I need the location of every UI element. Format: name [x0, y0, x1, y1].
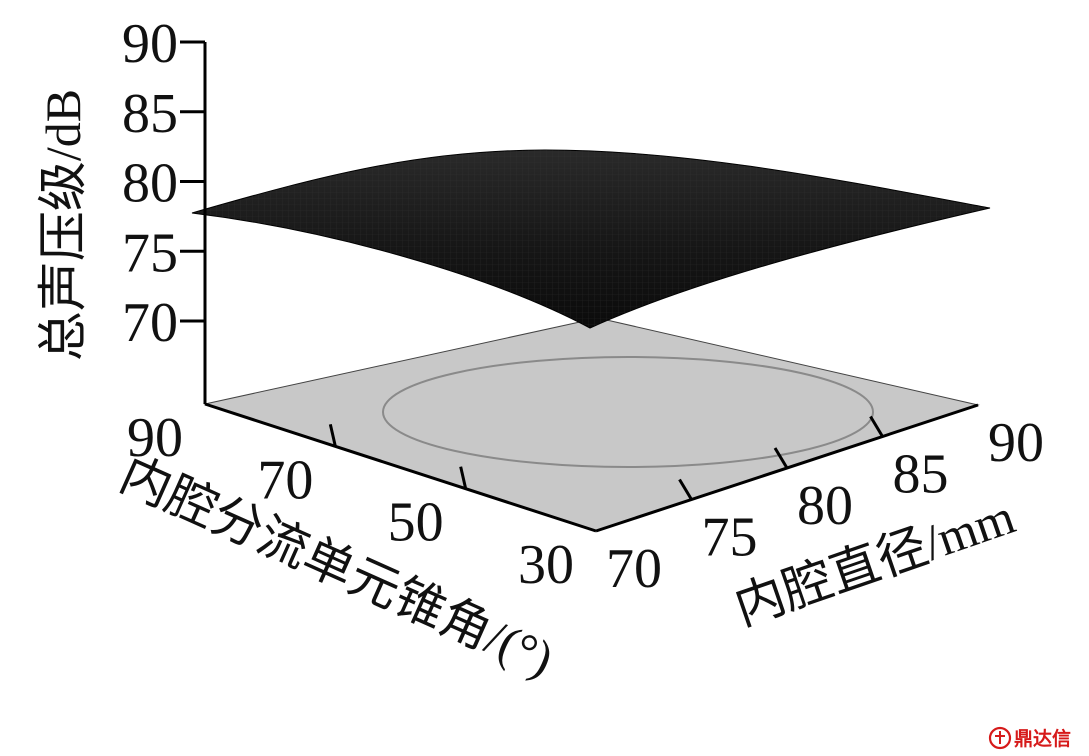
x-tick-mark [678, 478, 693, 501]
z-tick-label: 70 [122, 292, 178, 354]
y-tick-mark [328, 424, 337, 447]
x-tick-label: 75 [702, 507, 758, 569]
x-tick-mark [773, 447, 789, 469]
x-tick-label: 70 [606, 538, 662, 600]
floor-contour [382, 356, 874, 468]
x-tick-label: 90 [988, 412, 1044, 474]
y-tick-mark [459, 466, 468, 489]
response-surface-mesh [192, 150, 990, 328]
y-tick-label: 70 [257, 449, 313, 511]
x-tick-mark [869, 415, 884, 438]
z-tick-label: 75 [122, 222, 178, 284]
z-tick-label: 90 [122, 13, 178, 75]
watermark-logo-icon [988, 726, 1012, 750]
z-tick-label: 80 [122, 153, 178, 215]
x-tick-label: 80 [797, 475, 853, 537]
y-axis-line [204, 402, 597, 533]
y-tick-label: 50 [388, 492, 444, 554]
watermark-text: 鼎达信 [1014, 727, 1071, 750]
watermark-logo-mark [995, 731, 1005, 744]
x-axis-label: 内腔直径/mm [727, 488, 1021, 636]
y-tick-label: 30 [518, 534, 574, 596]
floor-plane [203, 317, 980, 532]
z-axis-label: 总声压级/dB [35, 89, 91, 361]
y-tick-label: 90 [127, 407, 183, 469]
z-tick-label: 85 [122, 83, 178, 145]
x-tick-label: 85 [893, 444, 949, 506]
watermark: 鼎达信 [988, 726, 1071, 750]
